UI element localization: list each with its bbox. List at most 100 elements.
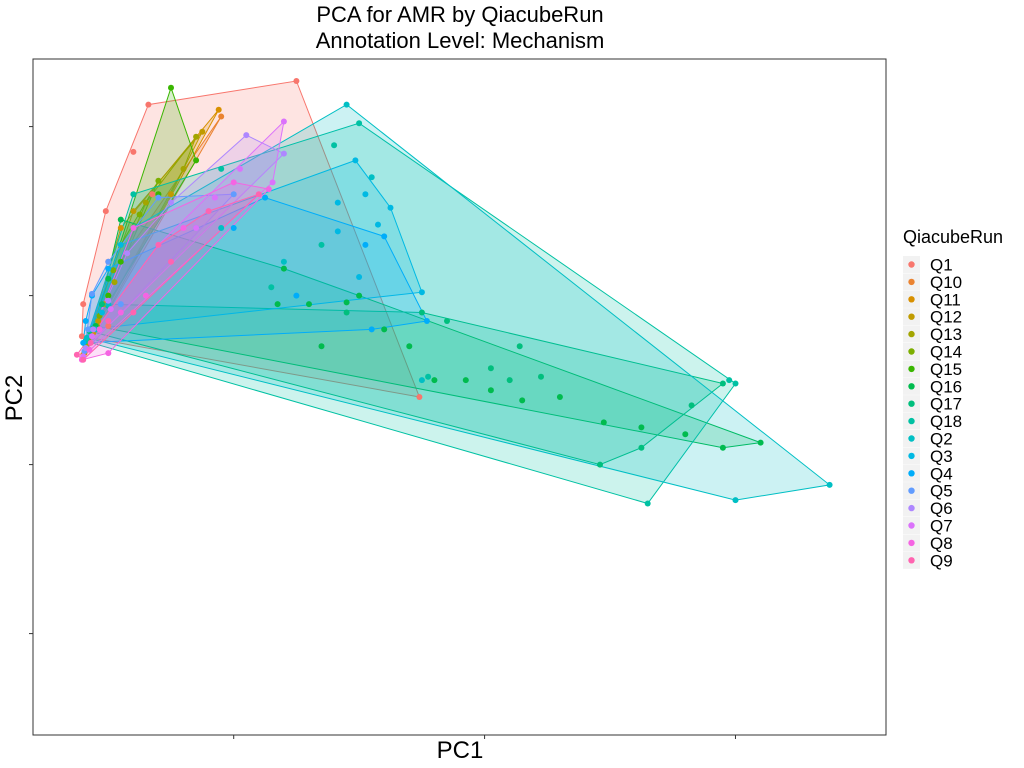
legend-key-dot: [908, 557, 915, 564]
data-point-q9: [87, 339, 94, 346]
legend-key-dot: [908, 296, 915, 303]
legend-label-q18: Q18: [930, 412, 962, 431]
data-point-q4: [105, 265, 112, 272]
data-point-q4: [230, 225, 237, 231]
data-point-q16: [519, 397, 526, 404]
legend-key-dot: [908, 435, 915, 442]
legend-key-dot: [908, 278, 915, 286]
legend-label-q5: Q5: [930, 482, 953, 501]
data-point-q16: [280, 265, 287, 272]
data-point-q18: [732, 380, 739, 387]
legend-label-q6: Q6: [930, 499, 953, 518]
data-point-q8: [96, 326, 103, 333]
data-point-q16: [638, 424, 645, 431]
data-point-q3: [356, 274, 363, 280]
data-point-q4: [82, 318, 89, 324]
data-point-q2: [826, 481, 833, 488]
legend-label-q14: Q14: [930, 343, 962, 362]
chart-subtitle: Annotation Level: Mechanism: [316, 28, 605, 53]
data-point-q1: [145, 101, 152, 108]
legend-key-dot: [908, 452, 915, 460]
data-point-q15: [193, 157, 200, 164]
data-point-q1: [293, 78, 300, 84]
data-point-q14: [110, 267, 117, 274]
data-point-q1: [78, 333, 85, 340]
data-point-q5: [155, 194, 162, 201]
data-point-q17: [719, 380, 726, 387]
data-point-q1: [80, 301, 87, 308]
data-point-q10: [218, 113, 225, 120]
legend-label-q9: Q9: [930, 551, 953, 570]
data-point-q2: [732, 497, 739, 504]
legend-label-q7: Q7: [930, 517, 953, 536]
data-point-q8: [230, 179, 237, 186]
data-point-q17: [418, 309, 425, 316]
legend-key-dot: [908, 487, 915, 494]
data-point-q3: [334, 199, 341, 206]
data-point-q16: [117, 216, 124, 223]
data-point-q16: [462, 377, 469, 384]
data-point-q3: [362, 191, 369, 198]
data-point-q7: [193, 225, 200, 231]
data-point-q18: [726, 377, 733, 384]
data-point-q9: [130, 309, 137, 316]
data-point-q18: [268, 284, 275, 291]
data-point-q4: [381, 233, 388, 240]
data-point-q9: [168, 258, 174, 265]
data-point-q16: [431, 377, 438, 384]
data-point-q12: [95, 318, 102, 324]
data-point-q18: [356, 120, 363, 127]
data-point-q2: [83, 334, 90, 341]
data-point-q17: [487, 365, 494, 372]
data-point-q13: [111, 279, 118, 286]
legend-label-q16: Q16: [930, 377, 962, 396]
y-axis-label: PC2: [1, 375, 28, 422]
data-point-q8: [180, 225, 187, 231]
data-point-q17: [597, 461, 603, 468]
plot-panel-border: [32, 58, 887, 736]
legend-label-q15: Q15: [930, 360, 962, 379]
legend-key-dot: [908, 400, 915, 407]
data-point-q1: [130, 148, 137, 155]
data-point-q17: [538, 373, 544, 380]
data-point-q3: [375, 221, 381, 228]
data-point-q8: [265, 186, 272, 193]
data-point-q12: [130, 208, 137, 215]
data-point-q2: [368, 174, 375, 181]
data-point-q8: [105, 350, 112, 357]
legend-key-dot: [908, 470, 915, 477]
legend-label-q2: Q2: [930, 430, 953, 449]
legend-key-dot: [908, 539, 915, 547]
data-point-q18: [318, 241, 325, 248]
legend-title: QiacubeRun: [903, 227, 1003, 247]
data-point-q1: [105, 323, 112, 329]
data-point-q3: [387, 204, 394, 211]
legend: Q1Q10Q11Q12Q13Q14Q15Q16Q17Q18Q2Q3Q4Q5Q6Q…: [903, 256, 962, 570]
data-point-q7: [237, 165, 243, 172]
data-point-q3: [352, 157, 359, 164]
legend-label-q11: Q11: [930, 290, 961, 309]
data-point-q2: [218, 225, 225, 231]
data-point-q17: [516, 343, 523, 350]
data-point-q4: [80, 339, 87, 346]
data-point-q18: [130, 191, 137, 198]
hull-q18: [85, 122, 737, 505]
data-point-q9: [73, 351, 80, 358]
data-point-q7: [89, 333, 95, 340]
legend-key-dot: [908, 261, 915, 268]
data-point-q18: [644, 500, 651, 507]
hull-layer: [76, 80, 831, 505]
data-point-q4: [262, 194, 269, 201]
data-point-q15: [168, 84, 174, 91]
data-point-q4: [368, 326, 375, 333]
data-point-q16: [274, 301, 281, 308]
legend-key-dot: [908, 365, 915, 373]
data-point-q7: [211, 194, 218, 201]
data-point-q2: [343, 101, 350, 108]
legend-key-dot: [908, 330, 915, 338]
legend-key-dot: [908, 417, 915, 425]
legend-label-q17: Q17: [930, 395, 962, 414]
data-point-q9: [80, 356, 87, 363]
legend-key-dot: [908, 383, 915, 390]
